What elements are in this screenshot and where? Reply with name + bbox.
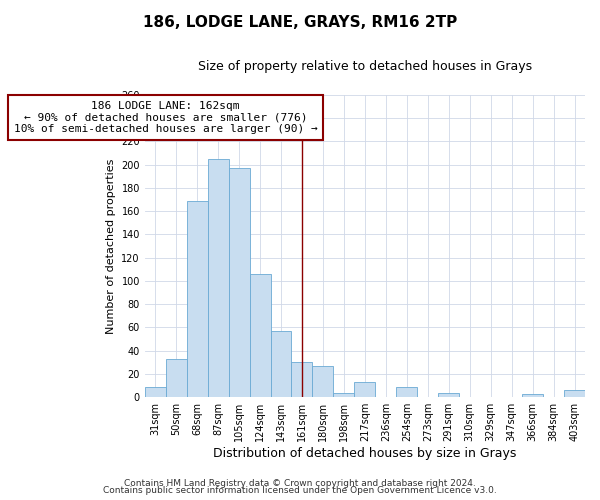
Bar	[229, 168, 250, 397]
Bar	[564, 390, 585, 397]
Text: 186 LODGE LANE: 162sqm
← 90% of detached houses are smaller (776)
10% of semi-de: 186 LODGE LANE: 162sqm ← 90% of detached…	[14, 101, 317, 134]
Bar	[397, 386, 417, 397]
Text: 186, LODGE LANE, GRAYS, RM16 2TP: 186, LODGE LANE, GRAYS, RM16 2TP	[143, 15, 457, 30]
X-axis label: Distribution of detached houses by size in Grays: Distribution of detached houses by size …	[213, 447, 517, 460]
Bar	[355, 382, 376, 397]
Title: Size of property relative to detached houses in Grays: Size of property relative to detached ho…	[198, 60, 532, 73]
Text: Contains HM Land Registry data © Crown copyright and database right 2024.: Contains HM Land Registry data © Crown c…	[124, 478, 476, 488]
Y-axis label: Number of detached properties: Number of detached properties	[106, 158, 116, 334]
Bar	[292, 362, 313, 397]
Bar	[187, 201, 208, 397]
Bar	[208, 159, 229, 397]
Bar	[166, 359, 187, 397]
Bar	[334, 392, 355, 397]
Bar	[250, 274, 271, 397]
Bar	[271, 331, 292, 397]
Text: Contains public sector information licensed under the Open Government Licence v3: Contains public sector information licen…	[103, 486, 497, 495]
Bar	[438, 392, 459, 397]
Bar	[313, 366, 334, 397]
Bar	[522, 394, 543, 397]
Bar	[145, 386, 166, 397]
